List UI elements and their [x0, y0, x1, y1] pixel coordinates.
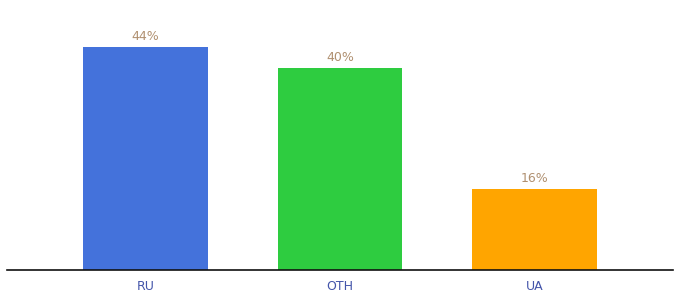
- Text: 40%: 40%: [326, 51, 354, 64]
- Text: 44%: 44%: [132, 30, 160, 44]
- Text: 16%: 16%: [520, 172, 548, 185]
- Bar: [83, 47, 208, 270]
- Bar: [472, 189, 597, 270]
- Bar: [277, 68, 403, 270]
